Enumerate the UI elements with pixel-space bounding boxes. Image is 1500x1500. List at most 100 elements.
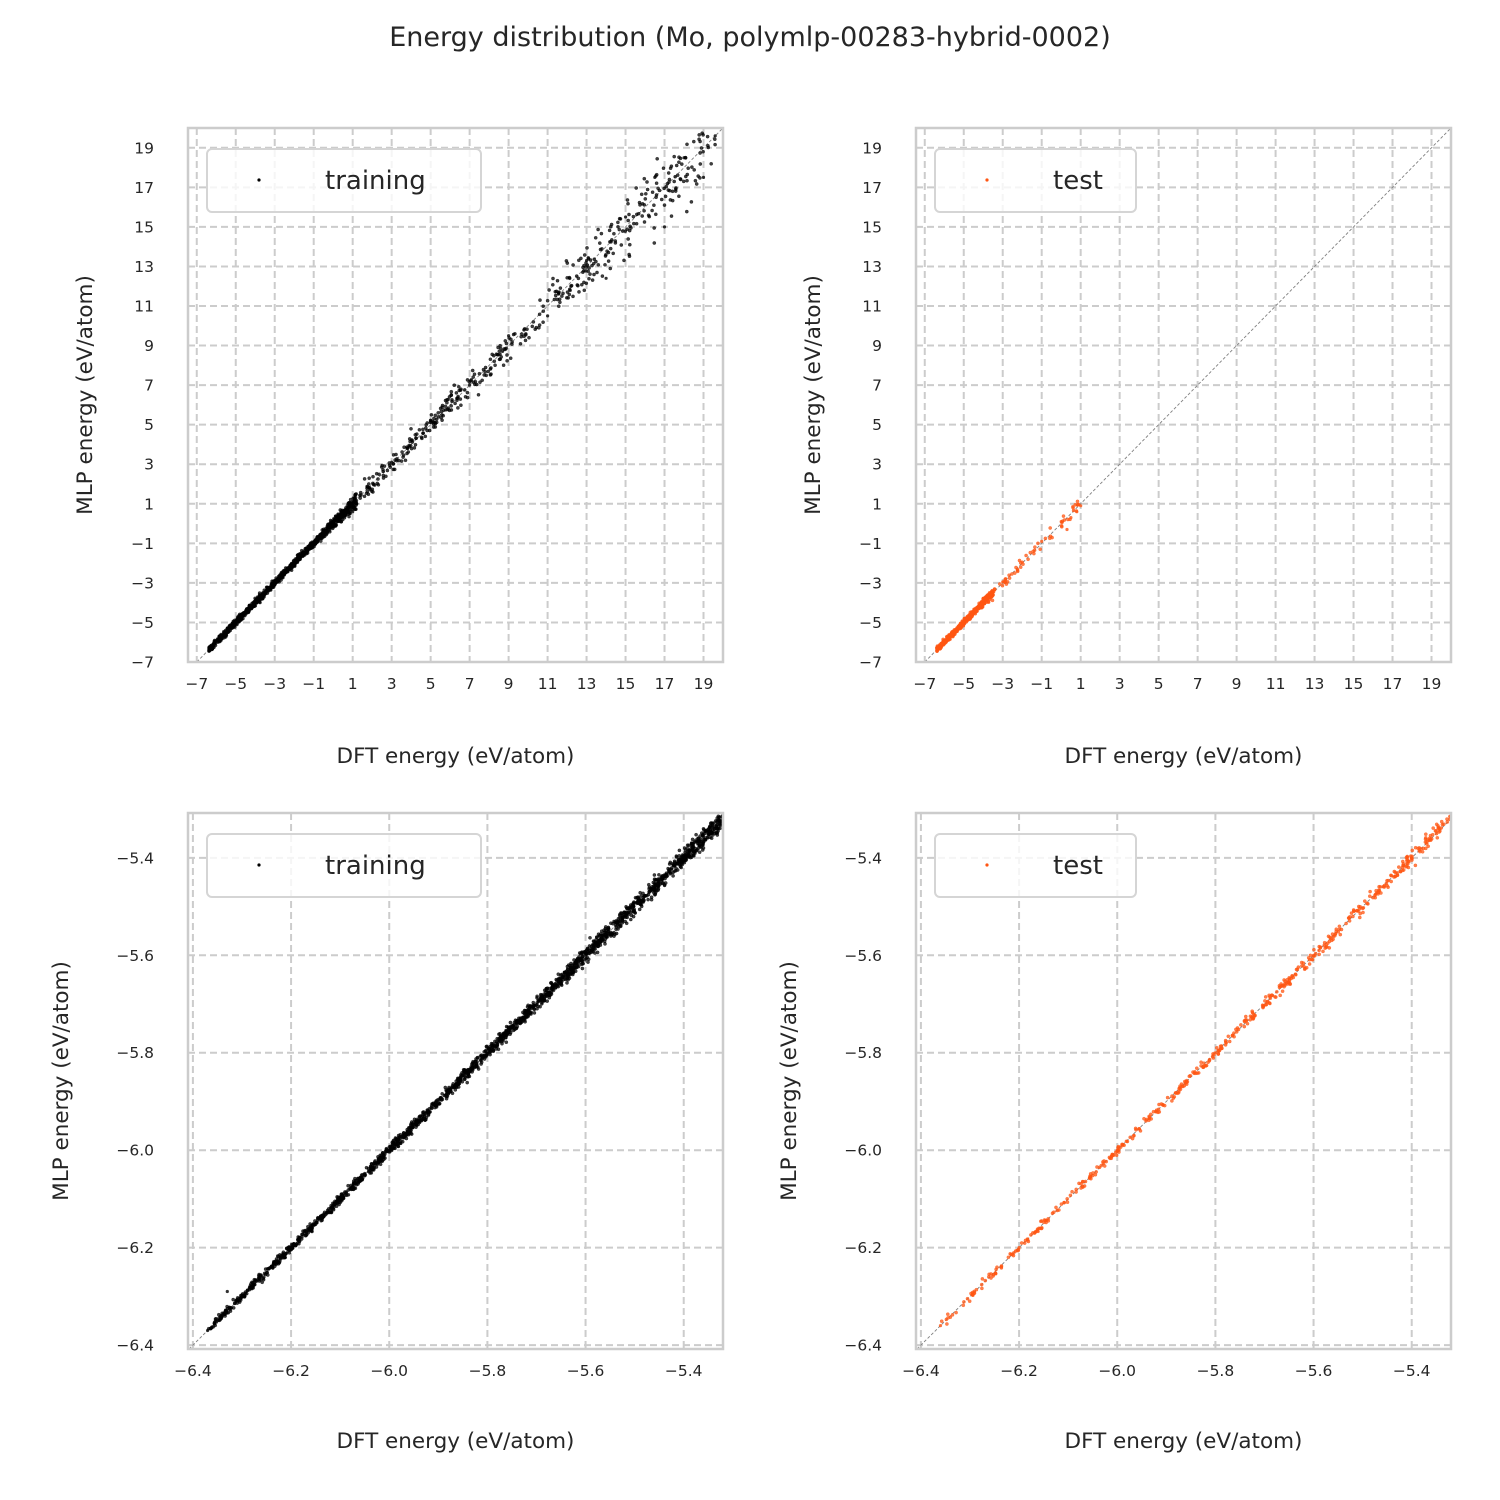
data-point bbox=[1275, 990, 1279, 994]
data-point bbox=[613, 241, 618, 245]
data-point bbox=[495, 352, 500, 357]
data-point bbox=[599, 936, 604, 940]
data-point bbox=[1070, 1189, 1074, 1194]
data-point bbox=[1438, 829, 1442, 833]
data-point bbox=[362, 477, 367, 481]
data-point bbox=[369, 1165, 373, 1169]
x-tick-label: −1 bbox=[1030, 675, 1053, 693]
data-point bbox=[308, 546, 312, 551]
data-point bbox=[341, 1195, 346, 1200]
data-point bbox=[449, 408, 454, 412]
data-point bbox=[702, 839, 706, 844]
data-point bbox=[219, 1314, 223, 1318]
data-point bbox=[458, 388, 463, 392]
data-point bbox=[359, 493, 363, 497]
data-point bbox=[1059, 524, 1064, 528]
data-point bbox=[682, 156, 686, 160]
data-point bbox=[706, 123, 709, 126]
data-point bbox=[573, 961, 578, 965]
data-point bbox=[1179, 1082, 1184, 1086]
data-point bbox=[1302, 964, 1306, 969]
data-point bbox=[297, 554, 301, 559]
data-point bbox=[209, 644, 213, 649]
data-point bbox=[400, 450, 404, 454]
data-point bbox=[1435, 836, 1440, 840]
data-point bbox=[291, 1243, 295, 1248]
data-point bbox=[634, 221, 639, 226]
data-point bbox=[479, 1062, 483, 1066]
data-point bbox=[547, 995, 552, 1000]
data-point bbox=[432, 416, 436, 421]
x-tick-label: 9 bbox=[1232, 675, 1242, 693]
data-point bbox=[637, 907, 642, 912]
y-tick-label: −5.6 bbox=[116, 947, 154, 965]
data-point bbox=[489, 372, 493, 376]
data-point bbox=[461, 1073, 465, 1078]
data-point bbox=[974, 1287, 979, 1292]
x-tick-label: −5.4 bbox=[1393, 1362, 1431, 1380]
data-point bbox=[522, 334, 526, 339]
data-point bbox=[1430, 832, 1435, 837]
data-point bbox=[414, 436, 418, 440]
data-point bbox=[523, 338, 528, 343]
data-point bbox=[532, 1011, 537, 1015]
data-point bbox=[979, 1282, 984, 1287]
data-point bbox=[1018, 565, 1023, 569]
data-point bbox=[688, 121, 691, 124]
data-point bbox=[439, 409, 444, 414]
data-point bbox=[625, 227, 629, 231]
data-point bbox=[524, 1010, 528, 1014]
data-point bbox=[410, 1123, 415, 1127]
data-point bbox=[429, 419, 433, 423]
data-point bbox=[669, 214, 674, 218]
data-point bbox=[1033, 545, 1037, 549]
data-point bbox=[498, 1039, 502, 1043]
data-point bbox=[477, 371, 482, 376]
y-tick-label: 9 bbox=[872, 337, 882, 355]
data-point bbox=[571, 263, 575, 267]
data-point bbox=[935, 647, 939, 651]
data-point bbox=[434, 1099, 439, 1103]
data-point bbox=[1270, 993, 1274, 998]
data-point bbox=[1077, 1181, 1081, 1186]
data-point bbox=[656, 186, 660, 191]
data-point bbox=[1395, 871, 1399, 875]
data-point bbox=[370, 489, 374, 493]
data-point bbox=[1094, 1170, 1098, 1174]
data-point bbox=[684, 174, 688, 179]
data-point bbox=[504, 346, 508, 351]
data-point bbox=[1407, 859, 1411, 864]
data-point bbox=[1232, 1034, 1236, 1039]
data-point bbox=[571, 971, 575, 975]
data-point bbox=[277, 574, 282, 579]
data-point bbox=[1299, 960, 1304, 965]
data-point bbox=[1401, 868, 1406, 872]
data-point bbox=[444, 408, 448, 412]
data-point bbox=[332, 1201, 337, 1205]
y-tick-label: 3 bbox=[872, 456, 882, 474]
data-point bbox=[595, 950, 600, 955]
data-point bbox=[351, 1181, 356, 1185]
data-point bbox=[335, 1201, 340, 1205]
data-point bbox=[223, 628, 228, 633]
data-point bbox=[1392, 869, 1397, 874]
y-tick-label: 5 bbox=[144, 416, 154, 434]
data-point bbox=[572, 966, 577, 970]
y-tick-label: 13 bbox=[862, 258, 882, 276]
data-point bbox=[371, 474, 375, 479]
data-point bbox=[301, 553, 305, 557]
data-point bbox=[692, 168, 696, 172]
data-point bbox=[468, 383, 472, 387]
data-point bbox=[593, 236, 598, 240]
data-point bbox=[1040, 539, 1044, 544]
data-point bbox=[1261, 1004, 1266, 1008]
data-point bbox=[612, 231, 616, 236]
data-point bbox=[582, 949, 587, 954]
data-point bbox=[449, 393, 454, 397]
data-point bbox=[713, 134, 717, 138]
data-point bbox=[967, 1299, 972, 1303]
data-point bbox=[1017, 1246, 1021, 1250]
data-point bbox=[1368, 894, 1372, 898]
data-point bbox=[1075, 510, 1079, 514]
data-point bbox=[586, 960, 590, 964]
